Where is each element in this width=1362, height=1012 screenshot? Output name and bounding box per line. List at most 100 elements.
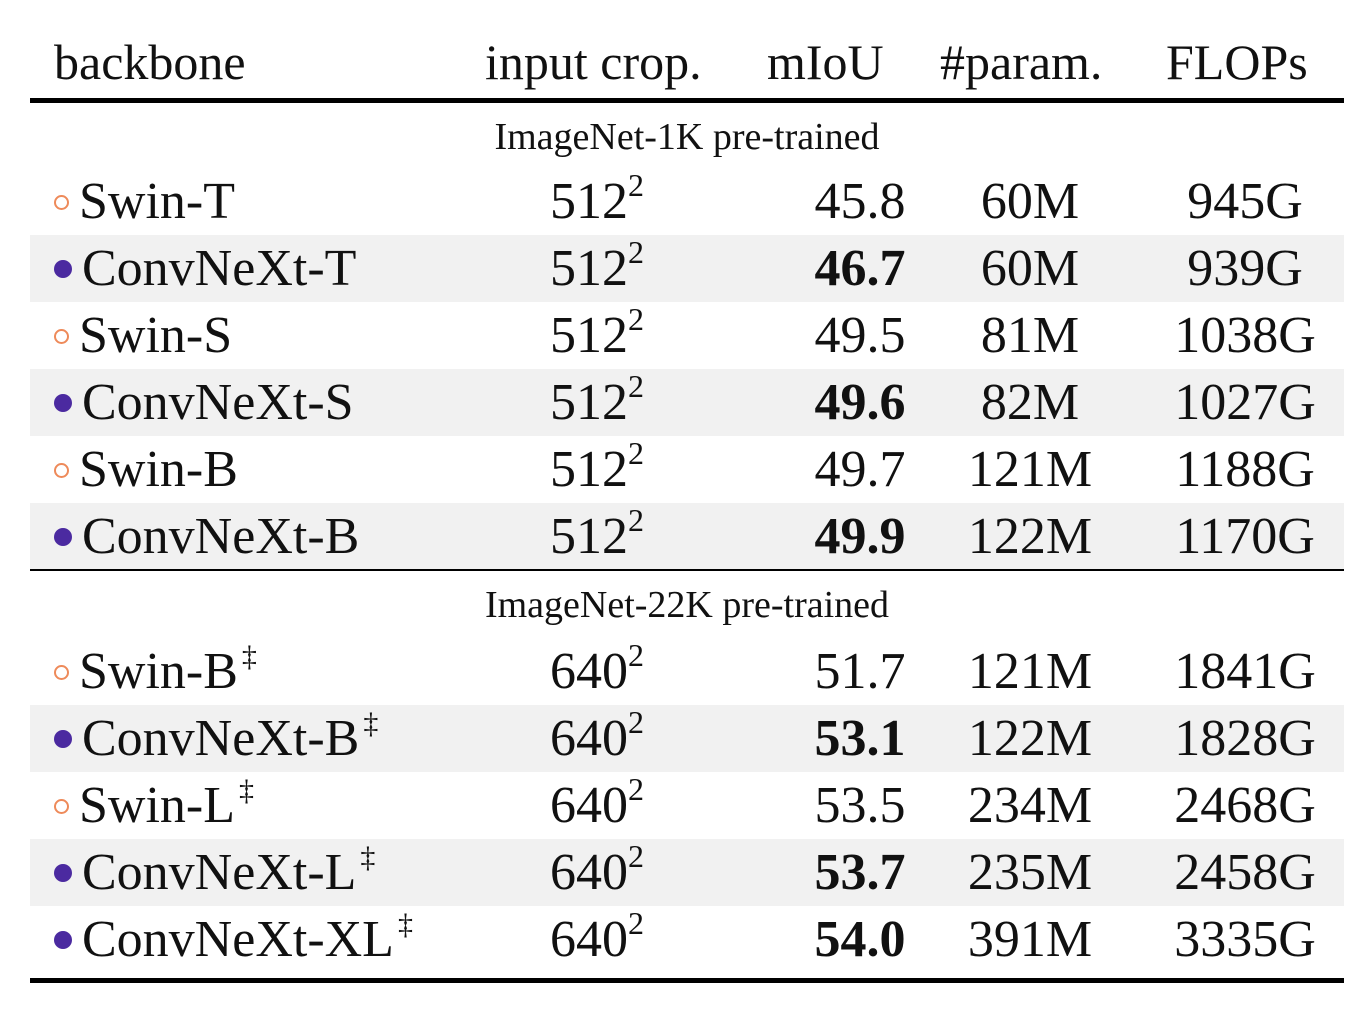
cell-backbone: Swin-L ‡ [54,772,254,839]
filled-circle-icon [54,260,72,279]
backbone-name: ConvNeXt-T [82,240,357,297]
crop-exponent: 2 [628,637,644,673]
backbone-name: ConvNeXt-L [82,844,357,901]
cell-miou: 49.5 [814,307,906,364]
cell-backbone: Swin-T [54,168,235,235]
cell-miou: 46.7 [814,240,906,297]
backbone-name: Swin-B [79,441,238,498]
cell-miou: 45.8 [814,173,906,230]
mid-rule [30,569,1344,571]
cell-params: 121M [967,441,1093,498]
cell-flops: 2468G [1174,777,1316,834]
header-backbone: backbone [54,34,246,90]
cell-backbone: Swin-B [54,436,238,503]
cell-input-crop: 5122 [550,234,644,302]
cell-flops: 945G [1187,173,1303,230]
cell-miou: 49.9 [814,508,906,565]
cell-params: 82M [980,374,1080,431]
cell-miou: 49.6 [814,374,906,431]
filled-circle-icon [54,394,72,413]
crop-exponent: 2 [628,368,644,404]
open-circle-icon [54,664,69,680]
filled-circle-icon [54,528,72,547]
cell-backbone: ConvNeXt-XL ‡ [54,906,413,973]
backbone-name: Swin-S [79,307,233,364]
cell-input-crop: 6402 [550,771,644,839]
crop-exponent: 2 [628,838,644,874]
crop-exponent: 2 [628,502,644,538]
cell-miou: 51.7 [814,643,906,700]
backbone-name: ConvNeXt-B [82,710,360,767]
top-rule [30,98,1344,103]
double-dagger-mark: ‡ [360,841,376,874]
header-miou: mIoU [767,34,884,90]
table-row: Swin-L ‡ 6402 53.5 234M 2468G [30,771,1344,839]
cell-flops: 939G [1187,240,1303,297]
crop-exponent: 2 [628,771,644,807]
crop-exponent: 2 [628,301,644,337]
header-input-crop: input crop. [485,34,702,90]
cell-params: 81M [980,307,1080,364]
cell-params: 122M [967,710,1093,767]
backbone-name: Swin-T [79,173,235,230]
cell-backbone: ConvNeXt-B [54,503,359,570]
cell-flops: 2458G [1174,844,1316,901]
crop-size: 640 [550,643,628,700]
cell-flops: 1038G [1174,307,1316,364]
crop-size: 512 [550,374,628,431]
table-row: Swin-S 5122 49.5 81M 1038G [30,301,1344,369]
cell-params: 60M [980,173,1080,230]
table-row: Swin-T 5122 45.8 60M 945G [30,167,1344,235]
table-header: backbone input crop. mIoU #param. FLOPs [30,28,1344,96]
double-dagger-mark: ‡ [363,707,379,740]
crop-size: 640 [550,710,628,767]
cell-params: 234M [967,777,1093,834]
backbone-name: ConvNeXt-S [82,374,354,431]
cell-flops: 1170G [1175,508,1315,565]
filled-circle-icon [54,931,72,950]
table-row: ConvNeXt-B 5122 49.9 122M 1170G [30,502,1344,570]
cell-flops: 1027G [1174,374,1316,431]
cell-input-crop: 6402 [550,704,644,772]
backbone-name: ConvNeXt-XL [82,911,394,968]
section-title-in1k: ImageNet-1K pre-trained [494,116,880,158]
cell-input-crop: 5122 [550,368,644,436]
double-dagger-mark: ‡ [239,774,254,807]
cell-input-crop: 6402 [550,838,644,906]
cell-input-crop: 5122 [550,502,644,570]
bottom-rule [30,978,1344,983]
cell-params: 121M [967,643,1093,700]
cell-backbone: ConvNeXt-T [54,235,356,302]
crop-size: 512 [550,173,628,230]
table-row: ConvNeXt-T 5122 46.7 60M 939G [30,234,1344,302]
crop-exponent: 2 [628,435,644,471]
crop-exponent: 2 [628,234,644,270]
cell-input-crop: 5122 [550,435,644,503]
crop-size: 640 [550,777,628,834]
cell-params: 60M [980,240,1080,297]
table-row: Swin-B 5122 49.7 121M 1188G [30,435,1344,503]
cell-params: 391M [967,911,1093,968]
backbone-name: ConvNeXt-B [82,508,360,565]
section-title-in22k: ImageNet-22K pre-trained [484,584,890,626]
crop-size: 640 [550,844,628,901]
crop-size: 512 [550,307,628,364]
cell-backbone: ConvNeXt-S [54,369,354,436]
cell-backbone: Swin-S [54,302,232,369]
open-circle-icon [54,328,69,344]
cell-backbone: ConvNeXt-L ‡ [54,839,375,906]
cell-params: 235M [967,844,1093,901]
cell-input-crop: 5122 [550,167,644,235]
cell-params: 122M [967,508,1093,565]
cell-flops: 1188G [1175,441,1315,498]
crop-exponent: 2 [628,704,644,740]
cell-backbone: Swin-B ‡ [54,638,257,705]
open-circle-icon [54,798,69,814]
crop-exponent: 2 [628,905,644,941]
filled-circle-icon [54,730,72,749]
crop-size: 640 [550,911,628,968]
crop-size: 512 [550,441,628,498]
cell-miou: 53.1 [814,710,906,767]
double-dagger-mark: ‡ [397,908,413,941]
cell-input-crop: 6402 [550,637,644,705]
